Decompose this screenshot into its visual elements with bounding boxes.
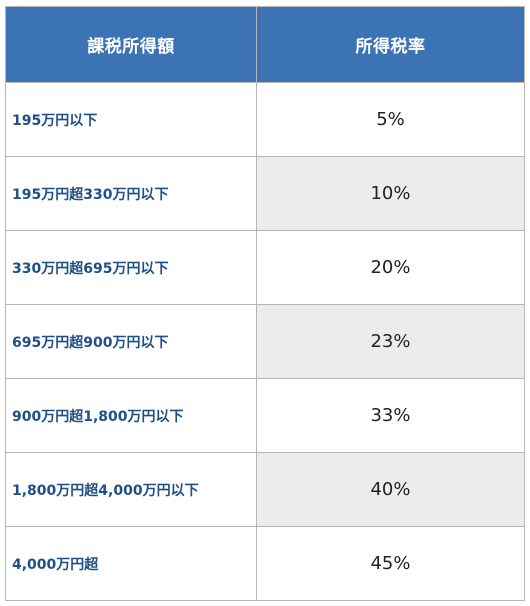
table-row: 195万円超330万円以下 10% [5, 156, 525, 231]
tax-rate-cell: 20% [256, 230, 525, 305]
table-row: 195万円以下 5% [5, 82, 525, 157]
income-bracket-cell: 195万円超330万円以下 [5, 156, 257, 231]
table-header-row: 課税所得額 所得税率 [5, 6, 525, 83]
income-bracket-cell: 695万円超900万円以下 [5, 304, 257, 379]
tax-rate-cell: 33% [256, 378, 525, 453]
income-bracket-cell: 900万円超1,800万円以下 [5, 378, 257, 453]
table-row: 4,000万円超 45% [5, 526, 525, 601]
tax-rate-cell: 40% [256, 452, 525, 527]
table-row: 1,800万円超4,000万円以下 40% [5, 452, 525, 527]
tax-rate-cell: 45% [256, 526, 525, 601]
table-row: 695万円超900万円以下 23% [5, 304, 525, 379]
header-income-tax-rate: 所得税率 [256, 6, 525, 83]
income-bracket-cell: 195万円以下 [5, 82, 257, 157]
tax-rate-cell: 23% [256, 304, 525, 379]
tax-rate-cell: 5% [256, 82, 525, 157]
tax-rate-cell: 10% [256, 156, 525, 231]
income-bracket-cell: 1,800万円超4,000万円以下 [5, 452, 257, 527]
income-tax-rate-table: 課税所得額 所得税率 195万円以下 5% 195万円超330万円以下 10% … [5, 6, 525, 601]
table-row: 900万円超1,800万円以下 33% [5, 378, 525, 453]
income-bracket-cell: 4,000万円超 [5, 526, 257, 601]
income-bracket-cell: 330万円超695万円以下 [5, 230, 257, 305]
table-row: 330万円超695万円以下 20% [5, 230, 525, 305]
header-taxable-income: 課税所得額 [5, 6, 257, 83]
